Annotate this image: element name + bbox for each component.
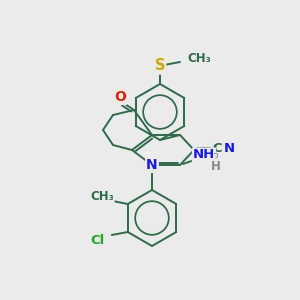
Text: S: S	[155, 58, 165, 74]
Text: 2: 2	[212, 153, 218, 163]
Text: C: C	[212, 142, 222, 154]
Text: Cl: Cl	[91, 233, 105, 247]
Text: CH₃: CH₃	[90, 190, 114, 202]
Text: N: N	[224, 142, 235, 155]
Text: H: H	[211, 160, 221, 172]
Text: N: N	[146, 158, 158, 172]
Text: NH: NH	[193, 148, 215, 161]
Text: CH₃: CH₃	[187, 52, 211, 65]
Text: O: O	[114, 90, 126, 104]
